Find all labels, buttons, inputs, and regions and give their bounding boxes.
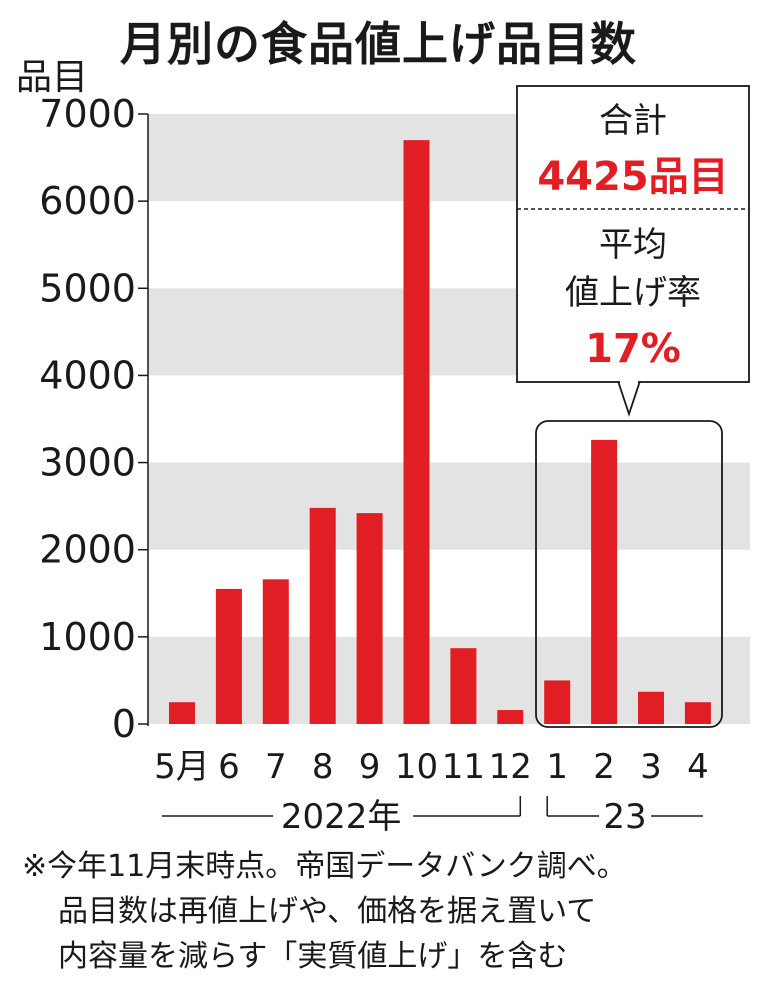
year-labels: 2022年 23 (162, 796, 703, 837)
callout-total-label: 合計 (599, 101, 667, 141)
y-axis-label: 品目 (16, 57, 89, 98)
callout-avg-label-1: 平均 (599, 225, 667, 265)
y-tick-label: 7000 (39, 92, 136, 136)
y-tick-label: 0 (112, 702, 136, 746)
x-tick-label: 9 (359, 747, 381, 787)
bar-8 (309, 507, 336, 724)
callout-pointer (617, 380, 641, 417)
callout-avg-value: 17% (585, 326, 681, 372)
note-line-1: ※今年11月末時点。帝国データバンク調べ。 (22, 849, 627, 884)
y-tick-label: 2000 (39, 528, 136, 572)
x-tick-label: 11 (442, 747, 485, 787)
note-line-3: 内容量を減らす「実質値上げ」を含む (58, 939, 568, 974)
x-tick-label: 5月 (154, 747, 210, 787)
bar-3 (638, 691, 664, 724)
bar-6 (215, 588, 242, 724)
bar-4 (684, 702, 711, 724)
callout-total-value: 4425品目 (537, 154, 728, 200)
bar-9 (356, 513, 383, 724)
x-tick-label: 2 (593, 747, 615, 787)
bar-12 (497, 710, 524, 724)
bars (169, 140, 711, 725)
chart-title: 月別の食品値上げ品目数 (120, 17, 637, 71)
y-tick-label: 3000 (39, 441, 136, 485)
year-label: 23 (603, 797, 646, 837)
y-tick-label: 4000 (39, 353, 136, 397)
callout-avg-label-2: 値上げ率 (565, 273, 701, 313)
x-tick-label: 6 (218, 747, 240, 787)
x-tick-label: 1 (546, 747, 568, 787)
bar-11 (450, 648, 477, 724)
highlight-frame (535, 420, 723, 728)
x-tick-label: 4 (687, 747, 709, 787)
y-tick-label: 6000 (39, 179, 136, 223)
y-tick-labels: 0 1000 2000 3000 4000 5000 6000 7000 (39, 92, 148, 746)
y-tick-label: 5000 (39, 266, 136, 310)
x-tick-label: 12 (489, 747, 532, 787)
x-tick-label: 10 (395, 747, 438, 787)
callout-box (516, 85, 750, 383)
x-tick-label: 8 (312, 747, 334, 787)
note-line-2: 品目数は再値上げや、価格を据え置いて (58, 894, 597, 929)
x-tick-label: 7 (265, 747, 287, 787)
grid-band (148, 462, 750, 550)
x-tick-labels: 5月 6 7 8 9 10 11 12 1 2 3 4 (154, 747, 709, 787)
bar-7 (262, 579, 289, 724)
year-label: 2022年 (281, 797, 402, 837)
y-tick-label: 1000 (39, 615, 136, 659)
bar-1 (544, 680, 571, 724)
bar-10 (403, 140, 430, 725)
x-tick-label: 3 (640, 747, 662, 787)
bar-2 (591, 439, 618, 724)
bar-5月 (169, 702, 195, 724)
